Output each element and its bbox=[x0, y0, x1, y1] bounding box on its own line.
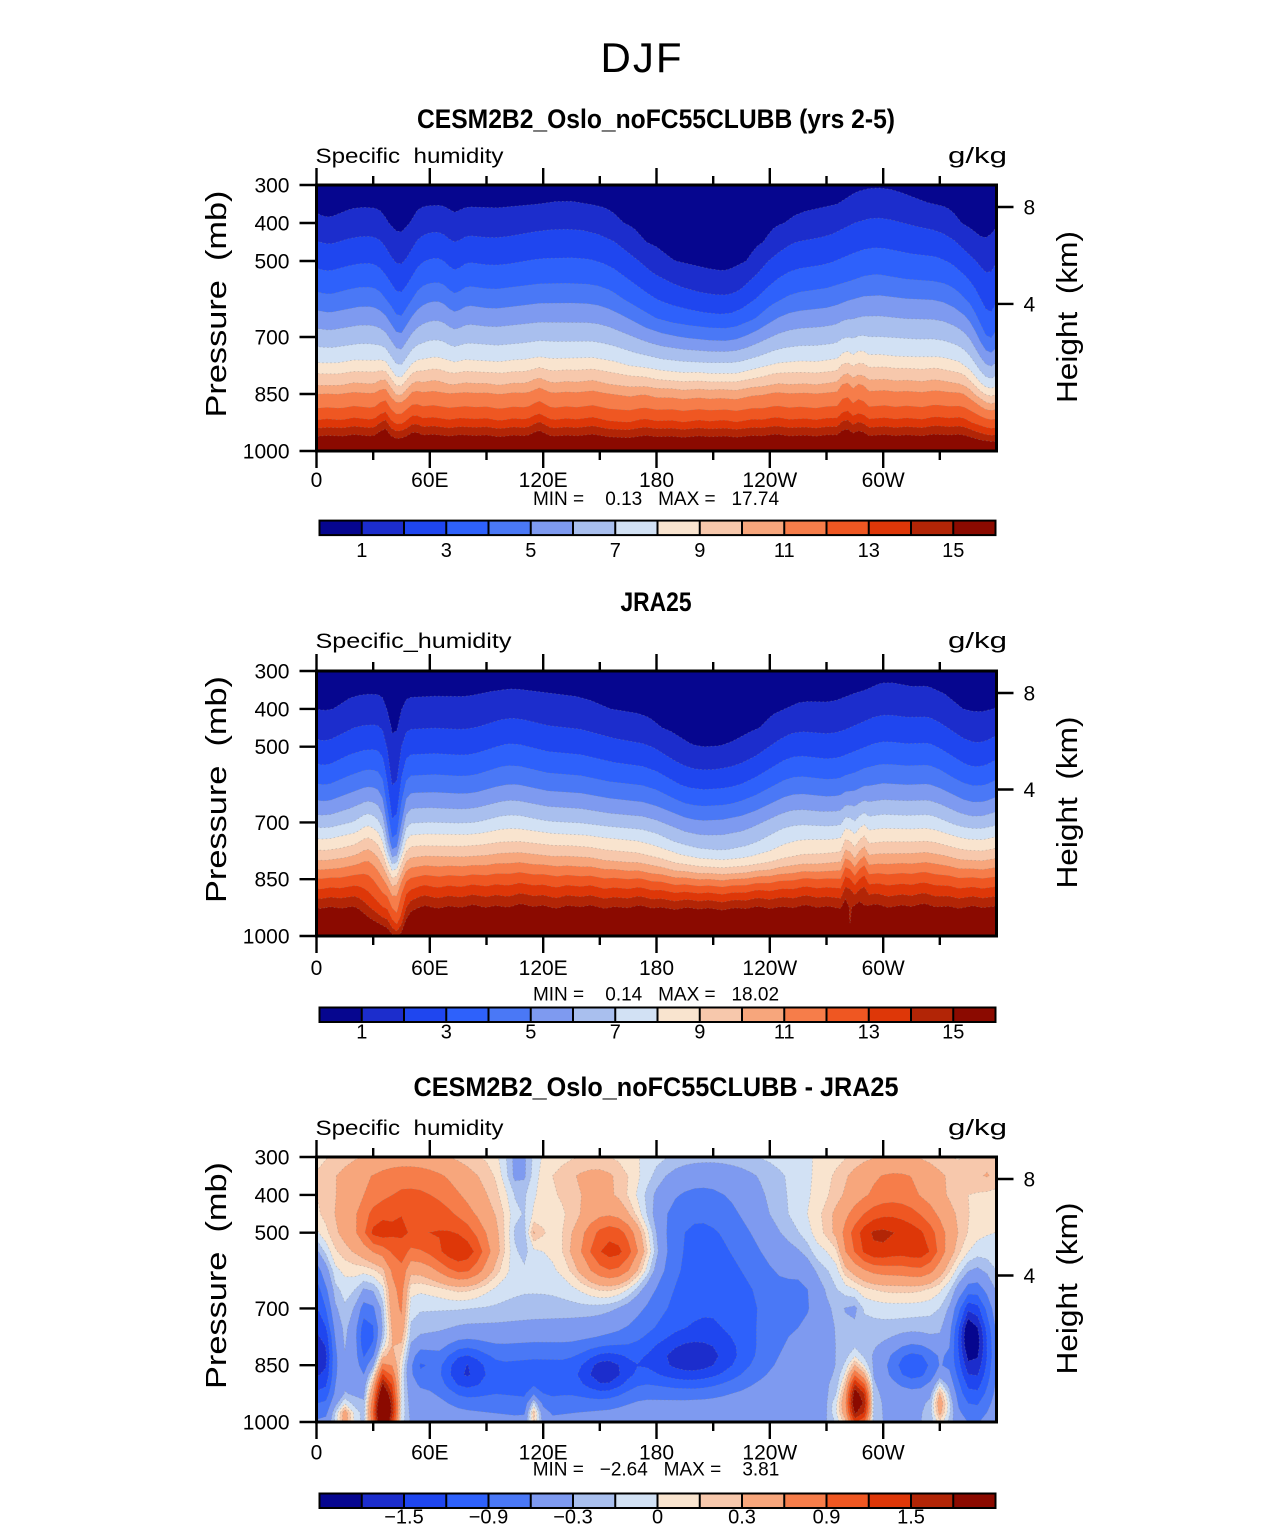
svg-text:400: 400 bbox=[254, 1184, 289, 1207]
svg-text:Pressure (mb): Pressure (mb) bbox=[201, 191, 233, 418]
svg-text:7: 7 bbox=[610, 540, 621, 562]
svg-text:500: 500 bbox=[254, 736, 289, 759]
svg-text:120W: 120W bbox=[742, 469, 797, 492]
svg-text:8: 8 bbox=[1024, 197, 1036, 220]
svg-text:11: 11 bbox=[774, 1022, 795, 1044]
svg-text:4: 4 bbox=[1024, 779, 1036, 802]
svg-text:Height (km): Height (km) bbox=[1052, 231, 1084, 403]
svg-text:300: 300 bbox=[254, 661, 289, 684]
svg-text:850: 850 bbox=[254, 869, 289, 892]
svg-text:9: 9 bbox=[694, 540, 705, 562]
svg-text:CESM2B2_Oslo_noFC55CLUBB (yrs: CESM2B2_Oslo_noFC55CLUBB (yrs 2-5) bbox=[417, 104, 895, 134]
svg-text:13: 13 bbox=[858, 540, 880, 562]
svg-text:MIN = 0.13 MAX = 17.74: MIN = 0.13 MAX = 17.74 bbox=[533, 489, 779, 510]
svg-text:0.9: 0.9 bbox=[813, 1507, 841, 1529]
svg-text:4: 4 bbox=[1024, 293, 1036, 316]
svg-text:180: 180 bbox=[639, 1442, 674, 1465]
svg-text:−1.5: −1.5 bbox=[384, 1507, 423, 1529]
svg-text:1: 1 bbox=[356, 1022, 367, 1044]
svg-text:Height (km): Height (km) bbox=[1052, 1203, 1084, 1375]
svg-text:8: 8 bbox=[1024, 1168, 1036, 1191]
svg-text:1.5: 1.5 bbox=[897, 1507, 925, 1529]
svg-text:Pressure (mb): Pressure (mb) bbox=[201, 676, 233, 903]
svg-text:60E: 60E bbox=[411, 1442, 448, 1465]
svg-text:3: 3 bbox=[441, 1022, 452, 1044]
svg-text:7: 7 bbox=[610, 1022, 621, 1044]
svg-text:60W: 60W bbox=[862, 1442, 905, 1465]
svg-text:60E: 60E bbox=[411, 957, 448, 980]
svg-text:13: 13 bbox=[858, 1022, 880, 1044]
svg-text:180: 180 bbox=[639, 469, 674, 492]
svg-text:180: 180 bbox=[639, 957, 674, 980]
svg-text:300: 300 bbox=[254, 175, 289, 198]
svg-text:500: 500 bbox=[254, 251, 289, 274]
svg-text:1000: 1000 bbox=[243, 926, 290, 949]
svg-text:400: 400 bbox=[254, 698, 289, 721]
svg-text:Height (km): Height (km) bbox=[1052, 717, 1084, 889]
svg-text:15: 15 bbox=[942, 1022, 964, 1044]
svg-text:850: 850 bbox=[254, 1355, 289, 1378]
svg-text:−0.3: −0.3 bbox=[553, 1507, 592, 1529]
svg-text:9: 9 bbox=[694, 1022, 705, 1044]
svg-text:−0.9: −0.9 bbox=[469, 1507, 508, 1529]
svg-text:MIN = 0.14 MAX = 18.02: MIN = 0.14 MAX = 18.02 bbox=[533, 985, 779, 1006]
svg-text:300: 300 bbox=[254, 1147, 289, 1170]
svg-text:JRA25: JRA25 bbox=[621, 587, 692, 617]
svg-text:0: 0 bbox=[311, 1442, 323, 1465]
svg-text:60E: 60E bbox=[411, 469, 448, 492]
svg-text:120W: 120W bbox=[742, 1442, 797, 1465]
svg-text:700: 700 bbox=[254, 1298, 289, 1321]
svg-text:700: 700 bbox=[254, 327, 289, 350]
svg-text:0: 0 bbox=[311, 957, 323, 980]
svg-text:5: 5 bbox=[525, 1022, 536, 1044]
svg-text:120E: 120E bbox=[519, 957, 568, 980]
svg-text:Specific_humidity: Specific_humidity bbox=[316, 630, 513, 653]
svg-text:DJF: DJF bbox=[601, 34, 684, 81]
svg-text:500: 500 bbox=[254, 1222, 289, 1245]
svg-text:120E: 120E bbox=[519, 1442, 568, 1465]
svg-text:g/kg: g/kg bbox=[948, 143, 1007, 168]
svg-text:0: 0 bbox=[311, 469, 323, 492]
svg-text:11: 11 bbox=[774, 540, 795, 562]
svg-text:1000: 1000 bbox=[243, 1412, 290, 1435]
svg-text:g/kg: g/kg bbox=[948, 1115, 1007, 1140]
svg-text:MIN = −2.64 MAX = 3.81: MIN = −2.64 MAX = 3.81 bbox=[533, 1460, 780, 1481]
svg-text:1000: 1000 bbox=[243, 441, 290, 464]
svg-text:Pressure (mb): Pressure (mb) bbox=[201, 1162, 233, 1389]
svg-text:5: 5 bbox=[525, 540, 536, 562]
svg-text:15: 15 bbox=[942, 540, 964, 562]
svg-text:Specific humidity: Specific humidity bbox=[316, 1117, 505, 1140]
svg-text:700: 700 bbox=[254, 812, 289, 835]
svg-text:120W: 120W bbox=[742, 957, 797, 980]
svg-text:60W: 60W bbox=[862, 469, 905, 492]
svg-text:g/kg: g/kg bbox=[948, 628, 1007, 653]
svg-text:400: 400 bbox=[254, 213, 289, 236]
svg-text:Specific humidity: Specific humidity bbox=[316, 145, 505, 168]
svg-text:0.3: 0.3 bbox=[728, 1507, 756, 1529]
svg-text:CESM2B2_Oslo_noFC55CLUBB - JRA: CESM2B2_Oslo_noFC55CLUBB - JRA25 bbox=[414, 1072, 899, 1102]
svg-text:3: 3 bbox=[441, 540, 452, 562]
svg-text:120E: 120E bbox=[519, 469, 568, 492]
svg-text:850: 850 bbox=[254, 384, 289, 407]
svg-text:0: 0 bbox=[652, 1507, 663, 1529]
svg-text:8: 8 bbox=[1024, 682, 1036, 705]
svg-text:60W: 60W bbox=[862, 957, 905, 980]
svg-text:1: 1 bbox=[356, 540, 367, 562]
svg-text:4: 4 bbox=[1024, 1265, 1036, 1288]
